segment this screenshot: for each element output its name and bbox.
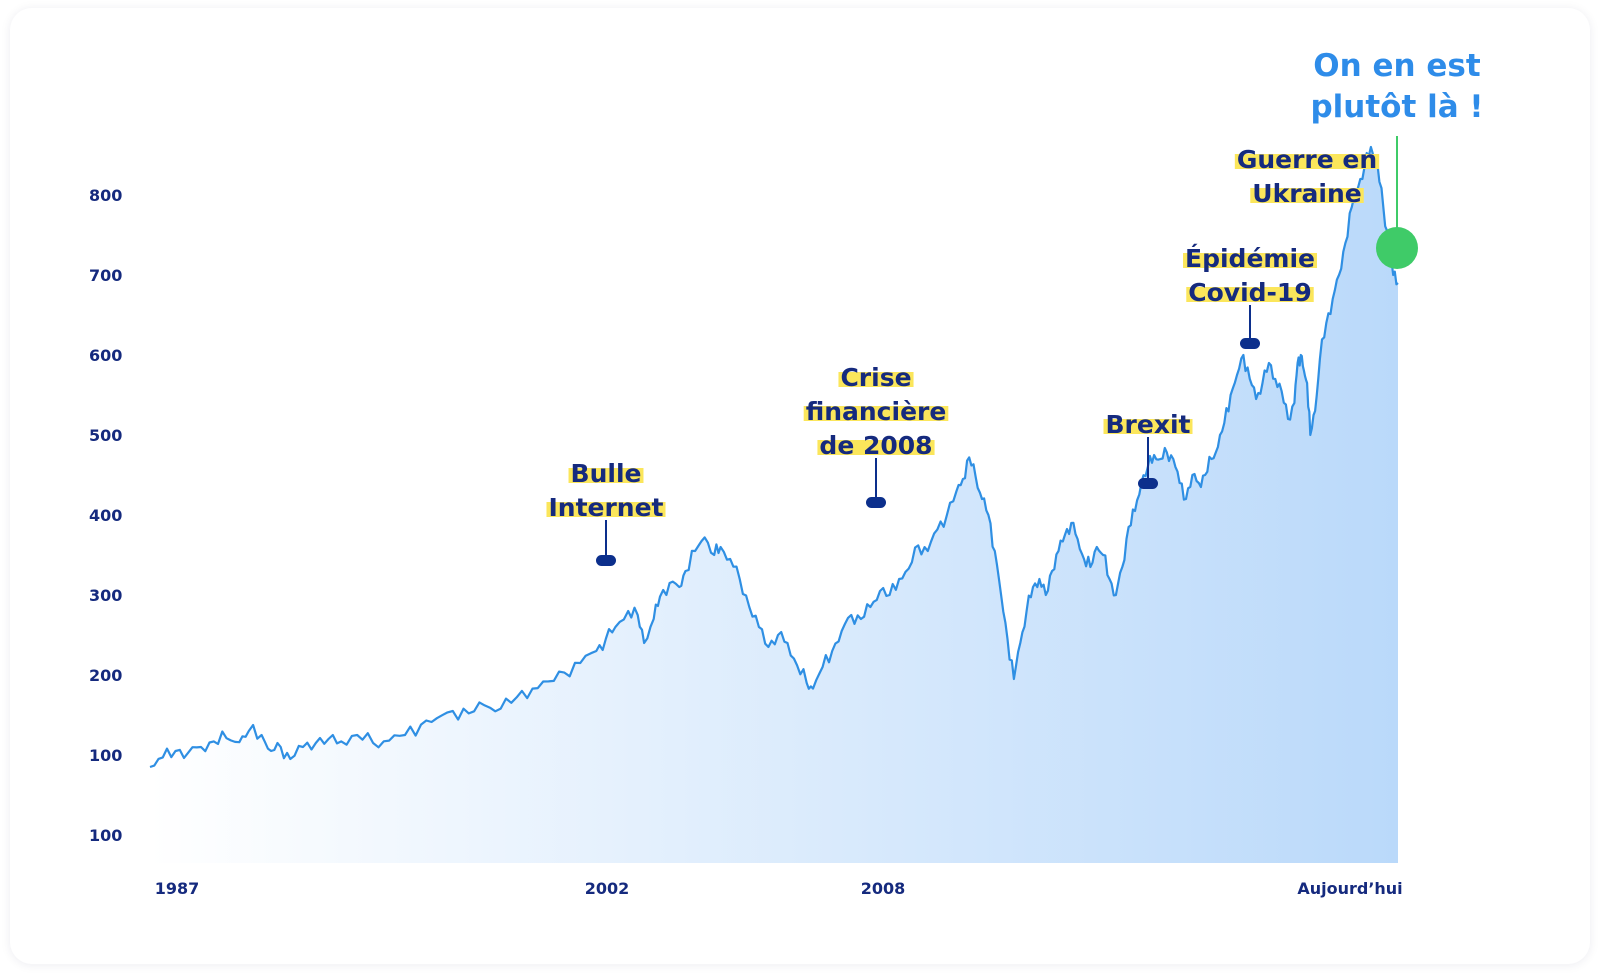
annotation-highlight — [1186, 287, 1314, 302]
y-tick-label: 100 — [89, 746, 122, 765]
annotation-highlight — [1103, 419, 1193, 434]
y-tick-label: 400 — [89, 506, 122, 525]
area-layer — [149, 145, 1399, 863]
current-dot — [1376, 227, 1418, 269]
x-tick-label: 1987 — [155, 879, 200, 898]
annotation-label: Covid-19 — [1188, 278, 1311, 307]
annotation-highlight — [1183, 253, 1317, 268]
y-tick-label: 500 — [89, 426, 122, 445]
y-tick-label: 300 — [89, 586, 122, 605]
annotation-label: Épidémie — [1185, 244, 1315, 273]
annotation: Épidémie Covid-19 — [1183, 244, 1317, 349]
x-tick-label: 2008 — [861, 879, 906, 898]
x-tick-label: Aujourd’hui — [1297, 879, 1402, 898]
y-tick-label: 600 — [89, 346, 122, 365]
annotation-highlight — [803, 406, 949, 421]
y-tick-label: 200 — [89, 666, 122, 685]
annotation-pin — [866, 497, 886, 508]
annotation-label: Brexit — [1106, 410, 1191, 439]
annotation-label: Crise — [840, 363, 911, 392]
annotation-highlight — [1250, 188, 1364, 203]
annotation-highlight — [1234, 154, 1380, 169]
annotation: Guerre en Ukraine — [1234, 145, 1380, 208]
current-position: On en est plutôt là ! — [1310, 48, 1484, 269]
annotation-label: de 2008 — [819, 431, 932, 460]
annotation-label: Guerre en — [1237, 145, 1377, 174]
annotations: Bulle Internet Crise financière de 2008 Brexi… — [546, 145, 1380, 566]
y-axis: 100 100 200 300 400 500 600 700 800 — [89, 186, 122, 845]
annotation: Bulle Internet — [546, 459, 666, 566]
annotation: Crise financière de 2008 — [803, 363, 949, 508]
area-fill — [150, 147, 1398, 863]
y-tick-label: 100 — [89, 826, 122, 845]
y-tick-label: 800 — [89, 186, 122, 205]
annotation-pin — [596, 555, 616, 566]
current-callout: plutôt là ! — [1310, 89, 1483, 125]
y-tick-label: 700 — [89, 266, 122, 285]
annotation-pin — [1138, 478, 1158, 489]
annotation-label: Bulle — [571, 459, 642, 488]
annotation-highlight — [838, 372, 914, 387]
annotation-label: Ukraine — [1252, 179, 1361, 208]
annotation: Brexit — [1103, 410, 1193, 489]
x-axis: 1987 2002 2008 Aujourd’hui — [155, 879, 1403, 898]
annotation-highlight — [568, 468, 644, 483]
annotation-highlight — [546, 502, 666, 517]
annotation-pin — [1240, 338, 1260, 349]
x-tick-label: 2002 — [585, 879, 630, 898]
current-callout: On en est — [1313, 48, 1481, 84]
annotation-highlight — [817, 440, 935, 455]
price-line — [149, 145, 1399, 769]
annotation-label: financière — [806, 397, 947, 426]
annotation-label: Internet — [548, 493, 663, 522]
